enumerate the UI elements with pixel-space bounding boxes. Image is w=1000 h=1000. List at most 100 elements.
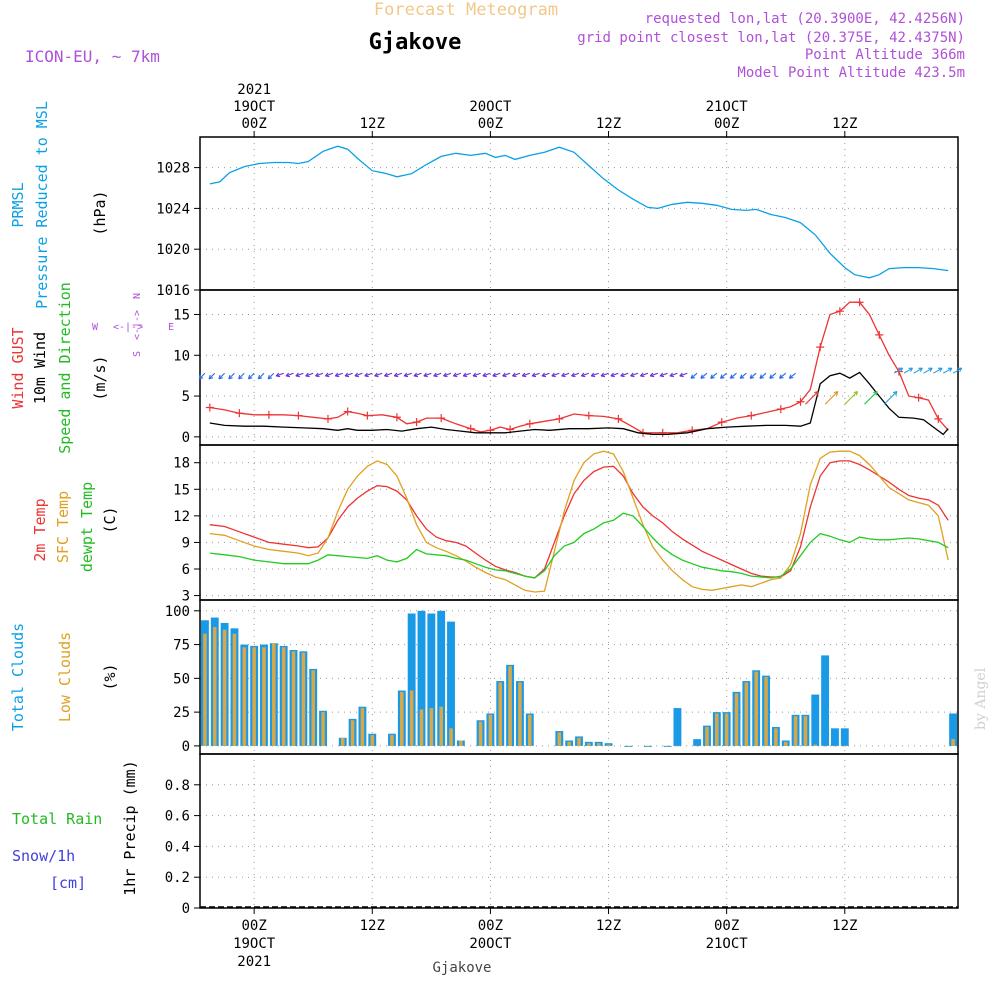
- precip-ytick-label: 0.6: [165, 809, 190, 825]
- gust-marker: [914, 393, 923, 402]
- wind-arrow: [730, 372, 737, 379]
- top-time-label: 00Z: [714, 116, 739, 132]
- wind-arrow: [344, 372, 353, 377]
- wind-arrowhead: [630, 372, 635, 378]
- gust-marker: [776, 405, 785, 414]
- precip-label-cm: [cm]: [50, 874, 86, 892]
- wind-arrow: [285, 372, 294, 377]
- wind-label-10m: 10m Wind: [31, 332, 49, 404]
- wind-arrow: [492, 372, 501, 377]
- wind-arrow: [700, 372, 708, 379]
- wind-arrowhead: [551, 372, 556, 378]
- wind-arrowhead: [814, 390, 819, 396]
- gust-marker: [796, 397, 805, 406]
- pressure-ytick-label: 1020: [156, 242, 190, 258]
- wind-arrow: [903, 367, 913, 374]
- wind-arrow: [354, 372, 363, 377]
- wind-arrow: [463, 372, 471, 377]
- wind-arrow: [933, 367, 943, 374]
- wind-arrow: [502, 372, 511, 377]
- wind-arrowhead: [344, 372, 350, 378]
- wind-arrow: [453, 372, 462, 377]
- wind-arrow: [581, 372, 590, 377]
- wind-line-10m-wind: [209, 371, 949, 436]
- point-altitude: Point Altitude 366m: [805, 47, 965, 63]
- wind-panel: 0 5 10 15: [173, 289, 963, 446]
- temperature-ytick-label: 12: [173, 509, 190, 525]
- bar-low-clouds: [439, 706, 443, 746]
- bar-total-clouds: [821, 655, 830, 746]
- wind-arrow: [630, 372, 639, 377]
- bar-low-clouds: [705, 726, 709, 746]
- wind-ytick-label: 5: [182, 389, 190, 405]
- wind-arrowhead: [541, 372, 546, 378]
- precip-ytick-label: 0.2: [165, 870, 190, 886]
- wind-label-gust: Wind GUST: [9, 327, 27, 408]
- bar-low-clouds: [587, 743, 591, 746]
- wind-arrow: [541, 372, 550, 377]
- wind-arrow: [749, 372, 757, 379]
- wind-arrowhead: [759, 374, 764, 379]
- wind-arrow: [218, 372, 225, 380]
- bar-low-clouds: [419, 709, 424, 746]
- wind-label-dir: Speed and Direction: [56, 282, 74, 454]
- temperature-ytick-label: 6: [182, 562, 190, 578]
- bar-low-clouds: [390, 735, 394, 746]
- top-time-label: 19OCT: [233, 99, 276, 115]
- top-time-label: 2021: [237, 82, 271, 98]
- wind-arrow: [374, 372, 383, 377]
- model-point-altitude: Model Point Altitude 423.5m: [737, 65, 965, 81]
- wind-arrowhead: [788, 374, 794, 379]
- bar-low-clouds: [350, 720, 355, 746]
- wind-arrowhead: [669, 372, 674, 378]
- wind-arrowhead: [305, 372, 310, 378]
- bar-low-clouds: [311, 670, 315, 746]
- pressure-label-msl: Pressure Reduced to MSL: [33, 101, 51, 309]
- bar-low-clouds: [715, 713, 719, 746]
- wind-arrowhead: [561, 372, 566, 378]
- compass-w: W: [92, 322, 99, 333]
- bar-low-clouds: [203, 633, 207, 746]
- compass-s: S: [132, 351, 143, 357]
- bar-total-clouds: [447, 621, 455, 746]
- wind-arrowhead: [908, 367, 913, 372]
- bar-low-clouds: [321, 712, 325, 746]
- wind-arrow: [472, 372, 481, 377]
- bar-low-clouds: [557, 732, 562, 746]
- wind-arrow: [679, 372, 688, 377]
- wind-arrow: [669, 372, 678, 377]
- wind-arrowhead: [198, 374, 204, 380]
- wind-arrowhead: [720, 374, 725, 379]
- wind-arrowhead: [690, 374, 696, 379]
- precip-panel: 0 0.2 0.4 0.6 0.8: [165, 753, 959, 917]
- wind-arrowhead: [208, 374, 214, 380]
- precip-frame: [199, 753, 959, 909]
- bar-low-clouds: [370, 735, 375, 746]
- bar-low-clouds: [488, 714, 493, 746]
- pressure-ytick-label: 1016: [156, 283, 190, 299]
- bar-low-clouds: [429, 708, 434, 746]
- wind-arrowhead: [649, 372, 655, 378]
- wind-arrow: [864, 391, 878, 405]
- wind-arrow: [620, 372, 629, 377]
- wind-arrow: [325, 372, 334, 377]
- gust-marker: [437, 414, 446, 423]
- top-time-label: 12Z: [832, 116, 857, 132]
- bar-low-clouds: [675, 745, 680, 747]
- bar-low-clouds: [272, 643, 276, 746]
- bar-low-clouds: [340, 737, 345, 746]
- gust-marker: [614, 414, 623, 423]
- wind-arrow: [482, 372, 491, 377]
- wind-arrowhead: [403, 372, 409, 378]
- precip-ytick-label: 0.8: [165, 778, 190, 794]
- bar-low-clouds: [744, 682, 749, 746]
- wind-arrowhead: [700, 374, 705, 379]
- temperature-ytick-label: 15: [173, 482, 190, 498]
- wind-arrowhead: [257, 374, 263, 380]
- bar-low-clouds: [281, 647, 286, 746]
- bar-total-clouds: [673, 708, 682, 746]
- wind-arrow: [590, 372, 599, 377]
- wind-arrowhead: [938, 367, 943, 372]
- gust-marker: [855, 298, 864, 307]
- grid-point-coords: grid point closest lon,lat (20.375E, 42.…: [577, 30, 965, 46]
